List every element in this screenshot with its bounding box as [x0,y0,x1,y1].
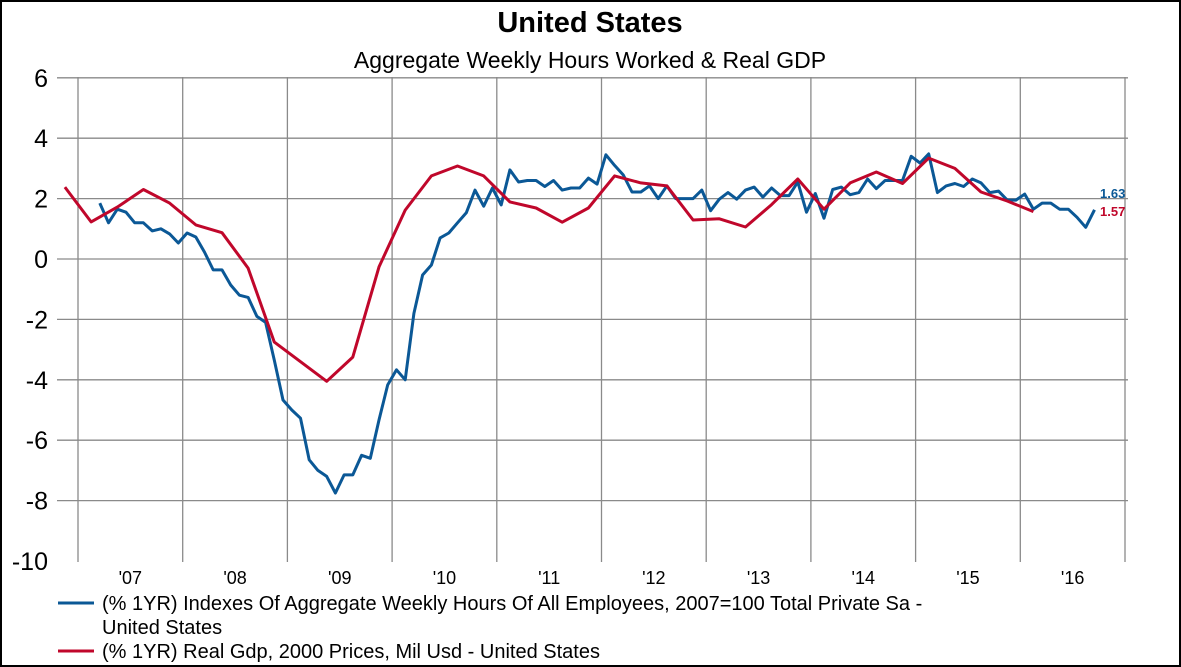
legend-label-gdp: (% 1YR) Real Gdp, 2000 Prices, Mil Usd -… [102,641,600,663]
x-tick-label: '07 [119,568,142,588]
legend-label-hours: (% 1YR) Indexes Of Aggregate Weekly Hour… [102,593,922,615]
y-tick-label: 2 [34,186,48,214]
x-tick-label: '15 [956,568,979,588]
chart-subtitle: Aggregate Weekly Hours Worked & Real GDP [354,47,826,73]
x-tick-label: '11 [538,568,560,588]
y-tick-label: -6 [26,427,48,455]
last-value-label-hours: 1.63 [1100,186,1125,201]
y-tick-label: 0 [34,246,48,274]
legend: (% 1YR) Indexes Of Aggregate Weekly Hour… [58,593,922,663]
x-tick-label: '13 [747,568,770,588]
series-line-hours [98,152,1096,495]
last-value-label-gdp: 1.57 [1100,204,1125,219]
y-tick-label: -2 [26,306,48,334]
chart-title: United States [497,7,682,39]
x-tick-label: '08 [223,568,246,588]
x-tick-label: '12 [642,568,665,588]
series-lines [63,152,1096,495]
x-tick-label: '14 [852,568,875,588]
y-tick-label: 6 [34,65,48,93]
series-line-gdp [63,156,1034,383]
y-tick-label: -8 [26,488,48,516]
x-tick-label: '16 [1061,568,1084,588]
grid [57,77,1128,562]
x-tick-label: '10 [433,568,456,588]
x-tick-label: '09 [328,568,351,588]
legend-label-hours-line2: United States [102,617,222,639]
y-tick-label: 4 [34,125,48,153]
y-tick-label: -4 [26,367,48,395]
y-axis: 6 4 2 0 -2 -4 -6 -8 -10 [12,65,48,576]
y-tick-label: -10 [12,548,48,576]
x-axis: '07 '08 '09 '10 '11 '12 '13 '14 '15 '16 [119,568,1085,588]
